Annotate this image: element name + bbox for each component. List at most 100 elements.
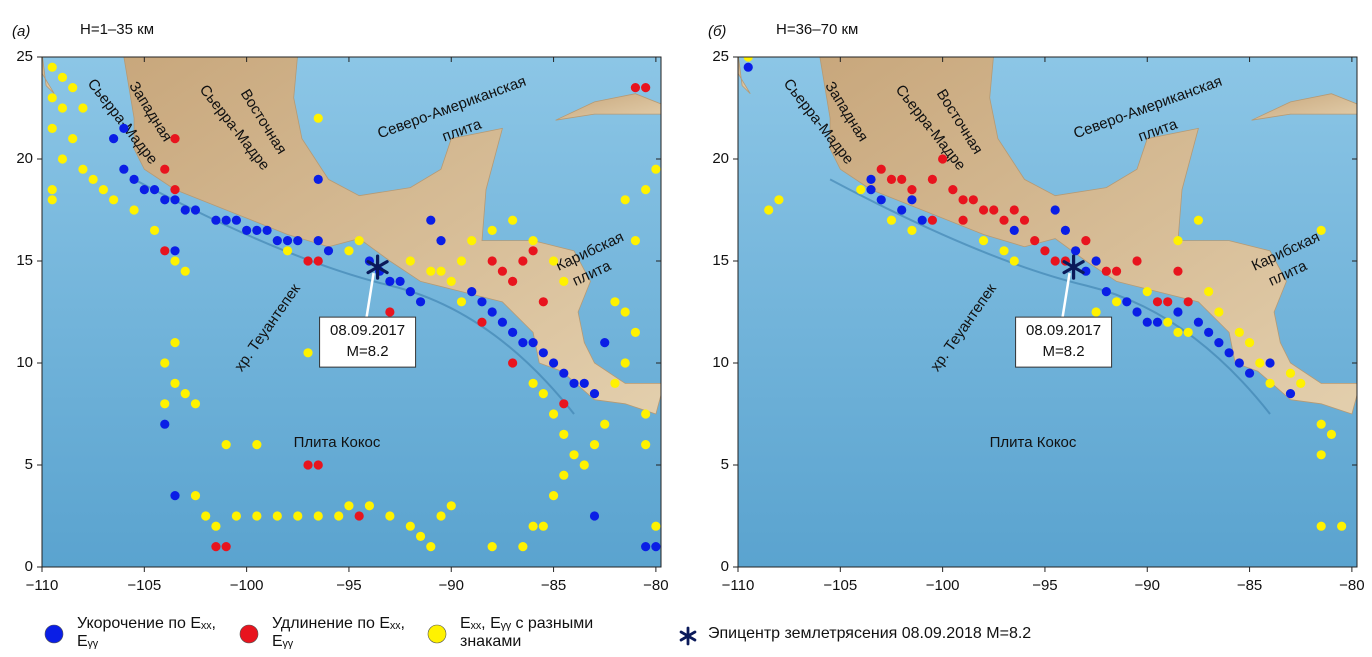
legend-swatch xyxy=(240,625,258,643)
strain-dot xyxy=(436,236,445,245)
strain-dot xyxy=(252,440,261,449)
strain-dot xyxy=(191,491,200,500)
y-tick-label: 0 xyxy=(721,558,729,575)
strain-dot xyxy=(365,501,374,510)
strain-dot xyxy=(641,440,650,449)
strain-dot xyxy=(897,205,906,214)
strain-dot xyxy=(283,246,292,255)
strain-dot xyxy=(150,185,159,194)
callout-text: 08.09.2017 xyxy=(1026,322,1101,339)
strain-dot xyxy=(979,205,988,214)
strain-dot xyxy=(1163,297,1172,306)
x-tick-label: −100 xyxy=(926,577,960,594)
x-tick-label: −80 xyxy=(643,577,668,594)
strain-dot xyxy=(1204,328,1213,337)
strain-dot xyxy=(48,63,57,72)
y-tick-label: 10 xyxy=(16,354,33,371)
strain-dot xyxy=(989,205,998,214)
strain-dot xyxy=(355,511,364,520)
strain-dot xyxy=(457,256,466,265)
strain-dot xyxy=(129,205,138,214)
strain-dot xyxy=(170,379,179,388)
strain-dot xyxy=(58,73,67,82)
strain-dot xyxy=(1235,358,1244,367)
strain-dot xyxy=(979,236,988,245)
x-tick-label: −85 xyxy=(1237,577,1262,594)
strain-dot xyxy=(856,185,865,194)
y-tick-label: 10 xyxy=(712,354,729,371)
callout-text: M=8.2 xyxy=(1043,343,1085,360)
y-tick-label: 20 xyxy=(712,150,729,167)
x-tick-label: −100 xyxy=(230,577,264,594)
strain-dot xyxy=(160,195,169,204)
strain-dot xyxy=(559,369,568,378)
strain-dot xyxy=(1081,236,1090,245)
strain-dot xyxy=(488,307,497,316)
strain-dot xyxy=(395,277,404,286)
strain-dot xyxy=(334,511,343,520)
strain-dot xyxy=(958,195,967,204)
map-label: Плита Кокос xyxy=(990,434,1077,451)
strain-dot xyxy=(273,236,282,245)
strain-dot xyxy=(283,236,292,245)
strain-dot xyxy=(252,511,261,520)
strain-dot xyxy=(48,124,57,133)
strain-dot xyxy=(600,338,609,347)
strain-dot xyxy=(498,318,507,327)
panel-subtitle: H=36–70 км xyxy=(776,21,858,38)
strain-dot xyxy=(293,511,302,520)
strain-dot xyxy=(314,256,323,265)
strain-dot xyxy=(1184,328,1193,337)
strain-dot xyxy=(1317,522,1326,531)
strain-dot xyxy=(651,522,660,531)
strain-dot xyxy=(1132,307,1141,316)
strain-dot xyxy=(1184,297,1193,306)
strain-dot xyxy=(252,226,261,235)
strain-dot xyxy=(1051,256,1060,265)
strain-dot xyxy=(907,226,916,235)
strain-dot xyxy=(232,216,241,225)
strain-dot xyxy=(170,491,179,500)
strain-dot xyxy=(897,175,906,184)
strain-dot xyxy=(211,522,220,531)
strain-dot xyxy=(559,471,568,480)
strain-dot xyxy=(1010,256,1019,265)
strain-dot xyxy=(1286,369,1295,378)
strain-dot xyxy=(344,246,353,255)
legend-text: Эпицентр землетрясения 08.09.2018 M=8.2 xyxy=(708,625,1208,643)
strain-dot xyxy=(242,226,251,235)
strain-dot xyxy=(1235,328,1244,337)
strain-dot xyxy=(641,409,650,418)
strain-dot xyxy=(78,103,87,112)
strain-dot xyxy=(385,511,394,520)
panel-subtitle: H=1–35 км xyxy=(80,21,154,38)
strain-dot xyxy=(529,338,538,347)
strain-dot xyxy=(1091,256,1100,265)
x-tick-label: −90 xyxy=(1135,577,1160,594)
strain-dot xyxy=(1020,216,1029,225)
strain-dot xyxy=(610,297,619,306)
strain-dot xyxy=(1317,420,1326,429)
strain-dot xyxy=(1173,328,1182,337)
x-tick-label: −80 xyxy=(1339,577,1364,594)
strain-dot xyxy=(1010,226,1019,235)
legend-text: Eₓₓ, Eᵧᵧ с разными знаками xyxy=(460,615,645,651)
y-tick-label: 25 xyxy=(16,48,33,65)
strain-dot xyxy=(529,522,538,531)
panel-label: (б) xyxy=(708,23,726,40)
legend-swatch xyxy=(428,625,446,643)
strain-dot xyxy=(170,134,179,143)
strain-dot xyxy=(426,267,435,276)
strain-dot xyxy=(426,542,435,551)
strain-dot xyxy=(119,124,128,133)
strain-dot xyxy=(999,246,1008,255)
strain-dot xyxy=(160,246,169,255)
strain-dot xyxy=(406,256,415,265)
strain-dot xyxy=(928,175,937,184)
strain-dot xyxy=(99,185,108,194)
strain-dot xyxy=(78,165,87,174)
strain-dot xyxy=(140,185,149,194)
strain-dot xyxy=(314,114,323,123)
strain-dot xyxy=(1173,236,1182,245)
